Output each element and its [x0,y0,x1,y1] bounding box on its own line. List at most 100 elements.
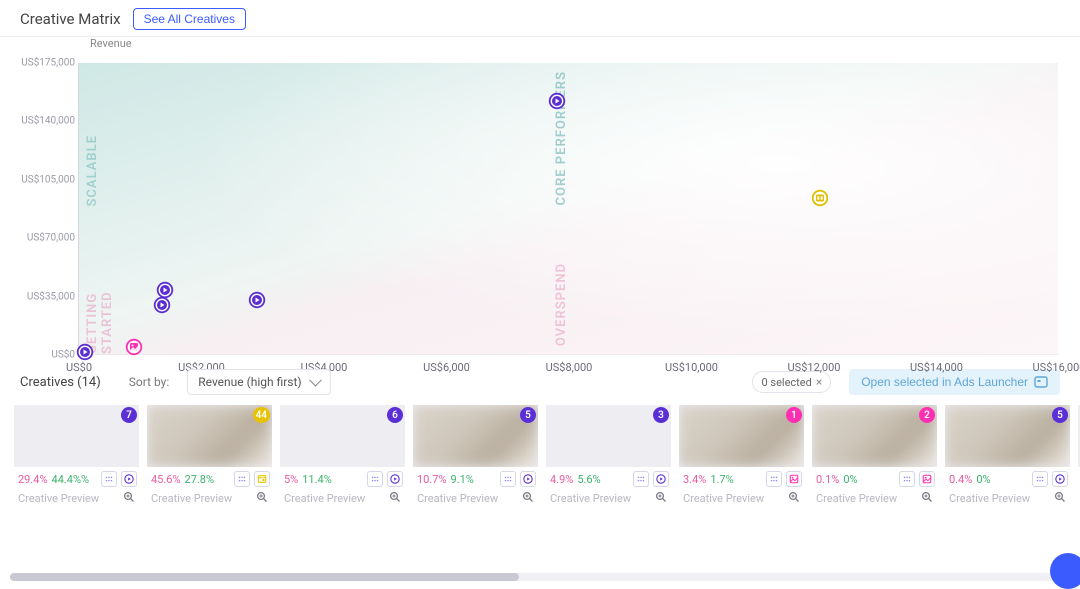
creative-thumbnail[interactable]: 2 [812,405,937,467]
creative-card[interactable]: 5 0.4% 0% Creative Preview [945,405,1070,506]
creative-thumbnail[interactable]: 1 [679,405,804,467]
creative-preview-row[interactable]: Creative Preview [812,489,937,506]
creative-menu-icon[interactable] [633,471,649,487]
clear-selection-icon[interactable]: × [816,375,822,389]
creative-type-icon[interactable] [919,471,935,487]
creative-preview-row[interactable]: Creative Preview [413,489,538,506]
creative-type-icon[interactable] [254,471,270,487]
creative-preview-label: Creative Preview [550,492,631,505]
zoom-icon[interactable] [788,491,800,506]
metric-green: 1.7% [710,473,733,486]
creative-thumbnail[interactable]: 7 [14,405,139,467]
creative-preview-row[interactable]: Creative Preview [945,489,1070,506]
horizontal-scrollbar[interactable] [10,573,1070,581]
creative-type-icon[interactable] [520,471,536,487]
creative-thumbnail[interactable]: 6 [280,405,405,467]
y-axis-title: Revenue [90,37,132,50]
creative-menu-icon[interactable] [899,471,915,487]
metric-green: 27.8% [185,473,215,486]
metric-pink: 0.4% [949,473,972,486]
creative-metrics: 0.4% 0% [945,467,1070,489]
creative-menu-icon[interactable] [234,471,250,487]
creative-card[interactable]: 6 5%11.4% Creative Preview [280,405,405,506]
sort-by-label: Sort by: [129,375,170,389]
creative-card[interactable]: 510.7%9.1% Creative Preview [413,405,538,506]
metric-pink: 5% [284,473,298,486]
x-tick: US$8,000 [546,361,593,374]
creative-preview-label: Creative Preview [284,492,365,505]
creative-menu-icon[interactable] [1032,471,1048,487]
x-tick: US$16,000 [1033,361,1080,374]
creative-metrics: 4.9%5.6% [546,467,671,489]
creative-badge: 6 [387,407,403,423]
metric-pink: 0.1% [816,473,839,486]
creative-preview-row[interactable]: Creative Preview [147,489,272,506]
y-tick: US$35,000 [21,291,75,302]
y-tick: US$140,000 [21,116,75,127]
quadrant-getting-started-label: GETTING STARTED [85,243,115,354]
creative-type-icon[interactable] [121,471,137,487]
creative-preview-label: Creative Preview [18,492,99,505]
creative-thumbnail[interactable]: 3 [546,405,671,467]
creative-badge: 7 [121,407,137,423]
creative-preview-row[interactable]: Creative Preview [14,489,139,506]
creative-type-icon[interactable] [786,471,802,487]
creative-preview-label: Creative Preview [949,492,1030,505]
sort-select[interactable]: Revenue (high first) [187,369,330,395]
creative-thumbnail[interactable]: 5 [945,405,1070,467]
creative-card[interactable]: 34.9%5.6% Creative Preview [546,405,671,506]
creative-thumbnail[interactable]: 44 [147,405,272,467]
zoom-icon[interactable] [921,491,933,506]
y-tick: US$175,000 [21,58,75,69]
creative-metrics: 29.4%44.4%% [14,467,139,489]
creative-type-icon[interactable] [387,471,403,487]
creative-metrics: 5%11.4% [280,467,405,489]
chart-bubble-b7[interactable] [811,189,829,207]
creative-menu-icon[interactable] [500,471,516,487]
creative-metrics: 10.7%9.1% [413,467,538,489]
chart-area[interactable]: SCALABLE GETTING STARTED CORE PERFORMERS… [78,63,1058,355]
x-tick: US$0 [66,361,92,374]
creative-card[interactable]: 4445.6%27.8%Creative Preview [147,405,272,506]
creative-preview-label: Creative Preview [417,492,498,505]
chart-bubble-b1[interactable] [76,343,94,361]
creative-menu-icon[interactable] [766,471,782,487]
creative-card[interactable]: 2 0.1%0% Creative Preview [812,405,937,506]
creative-badge: 2 [919,407,935,423]
selected-count-label: 0 selected [761,376,811,389]
creative-menu-icon[interactable] [101,471,117,487]
zoom-icon[interactable] [256,491,268,506]
creative-preview-row[interactable]: Creative Preview [280,489,405,506]
creative-preview-label: Creative Preview [816,492,897,505]
help-bubble-button[interactable] [1050,553,1080,589]
creative-badge: 44 [253,407,270,423]
metric-pink: 4.9% [550,473,573,486]
creative-thumbnail[interactable]: 5 [413,405,538,467]
chart-region: Revenue Spend SCALABLE GETTING STARTED [0,37,1080,355]
creative-preview-row[interactable]: Creative Preview [679,489,804,506]
selected-count-pill[interactable]: 0 selected × [752,371,831,393]
creative-type-icon[interactable] [653,471,669,487]
chart-bubble-b4[interactable] [156,281,174,299]
zoom-icon[interactable] [655,491,667,506]
creative-card[interactable]: 13.4%1.7%Creative Preview [679,405,804,506]
chart-bubble-b6[interactable] [548,92,566,110]
quadrant-core-performers-label: CORE PERFORMERS [554,71,569,205]
creative-type-icon[interactable] [1052,471,1068,487]
zoom-icon[interactable] [522,491,534,506]
metric-pink: 29.4% [18,473,48,486]
see-all-creatives-button[interactable]: See All Creatives [133,8,246,30]
zoom-icon[interactable] [389,491,401,506]
creative-metrics: 0.1%0% [812,467,937,489]
header: Creative Matrix See All Creatives [0,0,1080,37]
chart-bubble-b5[interactable] [248,291,266,309]
chart-bubble-b2[interactable] [125,338,143,356]
creative-menu-icon[interactable] [367,471,383,487]
launcher-icon [1034,376,1048,388]
zoom-icon[interactable] [123,491,135,506]
zoom-icon[interactable] [1054,491,1066,506]
y-tick: US$70,000 [21,233,75,244]
creative-preview-row[interactable]: Creative Preview [546,489,671,506]
creative-card[interactable]: 7 29.4%44.4%% Creative Preview [14,405,139,506]
metric-green: 0% [976,473,990,486]
